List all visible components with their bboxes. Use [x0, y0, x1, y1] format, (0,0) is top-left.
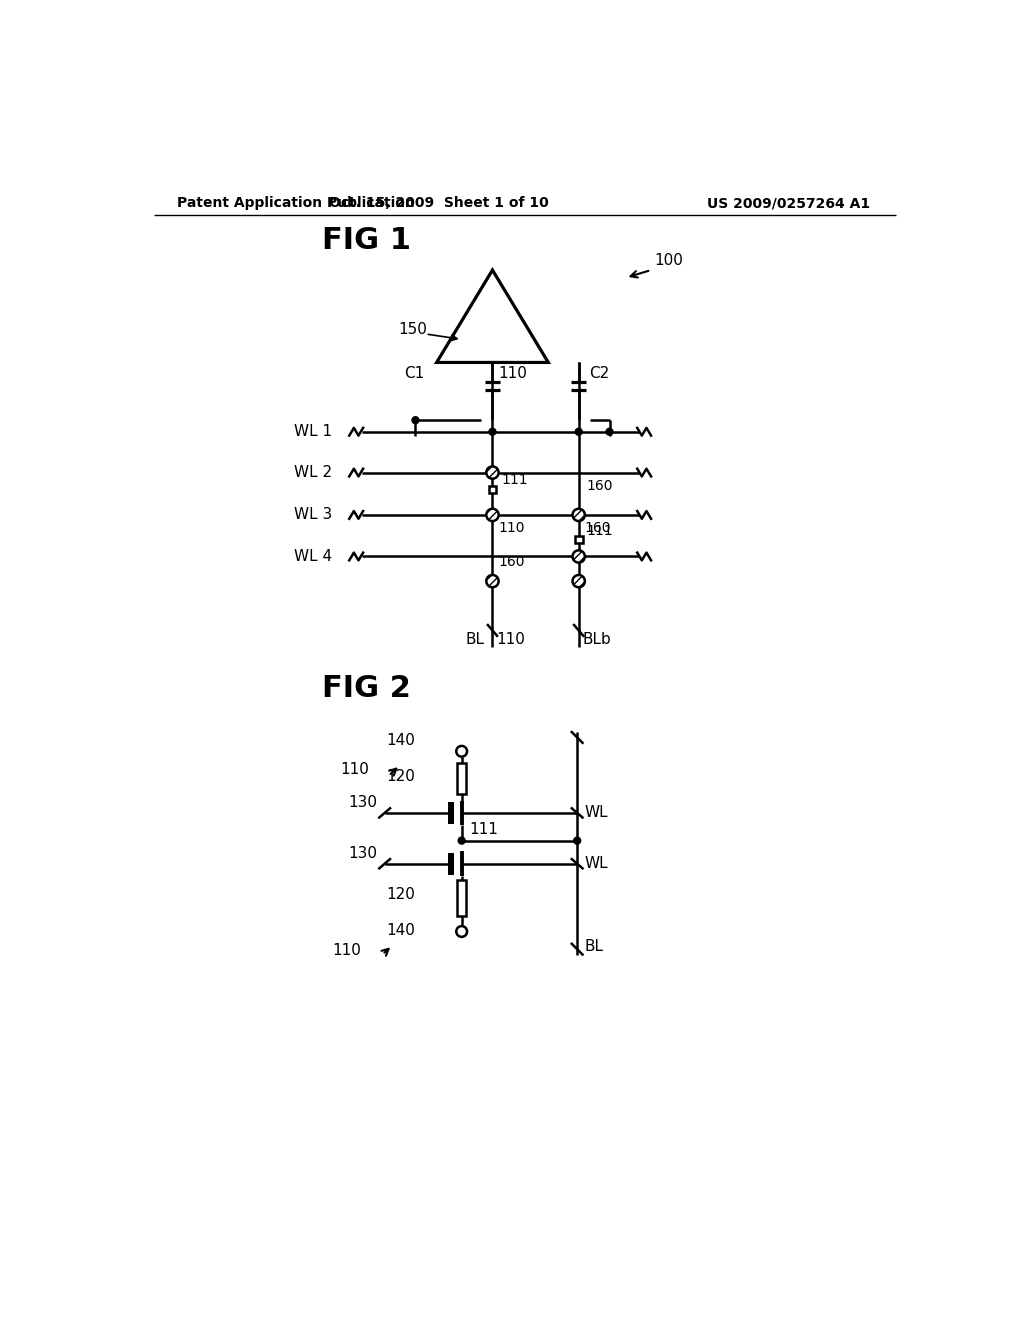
Circle shape [572, 550, 585, 562]
Text: 150: 150 [398, 322, 427, 337]
Text: 110: 110 [499, 521, 525, 535]
Text: US 2009/0257264 A1: US 2009/0257264 A1 [707, 197, 869, 210]
Bar [574, 536, 583, 544]
Circle shape [572, 576, 585, 587]
Text: WL: WL [585, 805, 608, 821]
Text: WL 3: WL 3 [294, 507, 333, 523]
Text: 160: 160 [587, 479, 613, 492]
Text: FIG 1: FIG 1 [322, 226, 411, 255]
Text: 130: 130 [348, 795, 377, 809]
Bar [457, 880, 466, 916]
Circle shape [486, 508, 499, 521]
Text: 111: 111 [587, 524, 613, 539]
Text: 111: 111 [502, 473, 528, 487]
Circle shape [457, 746, 467, 756]
Circle shape [606, 428, 613, 436]
Bar [457, 763, 466, 793]
Text: WL 4: WL 4 [294, 549, 333, 564]
Text: 130: 130 [348, 846, 377, 861]
Bar [488, 486, 497, 494]
Text: 111: 111 [469, 822, 499, 837]
Text: C1: C1 [403, 366, 424, 381]
Circle shape [412, 417, 419, 424]
Text: 110: 110 [333, 942, 361, 957]
Circle shape [572, 508, 585, 521]
Text: 110: 110 [497, 631, 525, 647]
Text: 100: 100 [654, 252, 683, 268]
Text: BLb: BLb [583, 631, 611, 647]
Text: 160: 160 [585, 521, 611, 535]
Circle shape [457, 927, 467, 937]
Text: 120: 120 [387, 768, 416, 784]
Circle shape [486, 576, 499, 587]
Text: FIG 2: FIG 2 [322, 675, 411, 704]
Text: 140: 140 [387, 733, 416, 748]
Text: WL 1: WL 1 [294, 424, 333, 440]
Text: 160: 160 [499, 554, 525, 569]
Text: WL: WL [585, 857, 608, 871]
Text: 110: 110 [340, 763, 370, 777]
Text: BL: BL [585, 940, 604, 954]
Circle shape [489, 428, 496, 436]
Text: 140: 140 [387, 923, 416, 939]
Circle shape [573, 837, 581, 843]
Text: C2: C2 [590, 366, 609, 381]
Text: Patent Application Publication: Patent Application Publication [177, 197, 415, 210]
Text: 120: 120 [387, 887, 416, 902]
Text: BL: BL [466, 631, 484, 647]
Text: WL 2: WL 2 [294, 465, 333, 480]
Circle shape [458, 837, 465, 843]
Circle shape [575, 428, 583, 436]
Circle shape [486, 466, 499, 479]
Text: 110: 110 [499, 366, 527, 381]
Text: Oct. 15, 2009  Sheet 1 of 10: Oct. 15, 2009 Sheet 1 of 10 [329, 197, 549, 210]
